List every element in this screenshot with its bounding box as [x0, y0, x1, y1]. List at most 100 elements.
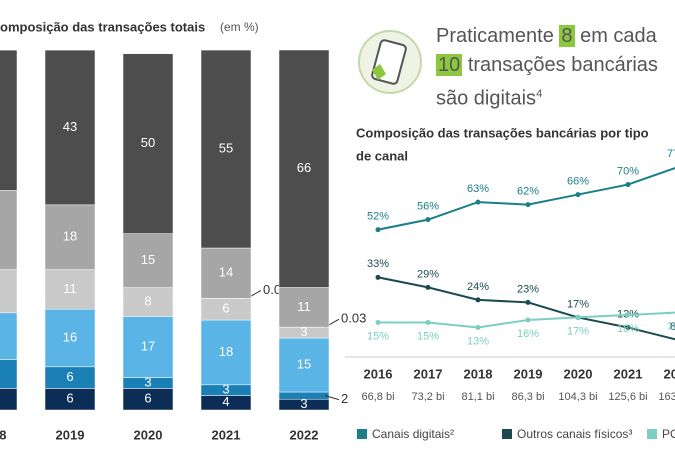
point [525, 202, 531, 208]
point [575, 314, 581, 320]
chart-title: omposição das transações totais [0, 19, 205, 34]
point [525, 299, 531, 305]
data-label: 3 [144, 374, 151, 389]
bar-segment [0, 359, 18, 389]
data-label: 33% [367, 258, 389, 270]
x-tick-label: 2016 [364, 366, 393, 381]
data-label: 15 [297, 356, 311, 371]
data-label: 66% [567, 175, 589, 187]
x-sublabel: 163,3 bi [658, 391, 675, 403]
callout: Praticamente 8 em cada 10 transações ban… [436, 22, 658, 114]
data-label: 56% [417, 201, 439, 213]
bar-segment [44, 269, 96, 310]
x-tick-label: 2017 [414, 366, 443, 381]
data-label: 11 [63, 281, 77, 296]
bar-segment [200, 319, 252, 386]
bar-segment [0, 269, 18, 314]
point [475, 324, 481, 330]
data-label: 18% [617, 323, 639, 335]
data-label: 23% [517, 283, 539, 295]
point [425, 284, 431, 290]
x-tick-label: 2020 [564, 366, 593, 381]
x-tick-label: 2022 [664, 366, 675, 381]
point [475, 199, 481, 205]
data-label: 14 [219, 265, 233, 280]
x-tick-label: 2022 [290, 427, 319, 442]
callout-footnote: 4 [536, 88, 543, 100]
data-label: 6 [66, 369, 73, 384]
bar-segment [200, 49, 252, 249]
callout-text: são digitais [436, 87, 537, 110]
bar-segment [278, 391, 330, 400]
data-label: 2 [341, 391, 348, 406]
x-tick-label: 2020 [134, 427, 163, 442]
data-label: 17% [567, 325, 589, 337]
data-label: 3 [300, 396, 307, 411]
bar-segment [0, 190, 18, 270]
point [425, 319, 431, 325]
data-label: 15 [141, 252, 155, 267]
chart-title: de canal [356, 148, 408, 163]
data-label: 18 [219, 344, 233, 359]
point [525, 317, 531, 323]
legend-label: Canais digitais² [372, 427, 454, 441]
data-label: 4 [222, 394, 229, 409]
point [475, 297, 481, 303]
data-label: 16 [63, 329, 77, 344]
callout-text: Praticamente [436, 25, 554, 47]
data-label: 11 [297, 299, 311, 314]
x-sublabel: 125,6 bi [608, 391, 647, 403]
legend-swatch [357, 429, 367, 439]
bar-segment [122, 287, 174, 317]
point [375, 319, 381, 325]
bar-segment [44, 49, 96, 206]
callout-text: em cada [580, 25, 657, 47]
data-label: 17 [141, 338, 155, 353]
bar-segment [0, 49, 18, 191]
x-sublabel: 86,3 bi [511, 391, 544, 403]
data-label: 16% [517, 328, 539, 340]
data-label: 6 [222, 301, 229, 316]
x-sublabel: 104,3 bi [558, 391, 597, 403]
x-sublabel: 66,8 bi [361, 391, 394, 403]
data-label: 8% [670, 321, 675, 333]
legend-swatch [647, 429, 657, 439]
bar-segment [122, 53, 174, 234]
data-label: 24% [467, 281, 489, 293]
data-label: 3 [300, 324, 307, 339]
bar-segment [0, 388, 18, 411]
bar-segment [200, 247, 252, 299]
data-label: 8 [144, 293, 151, 308]
legend-swatch [502, 429, 512, 439]
bar-segment [44, 204, 96, 270]
bar-segment [122, 233, 174, 288]
data-label: 0.03 [341, 311, 366, 326]
legend-label: Outros canais físicos³ [517, 427, 632, 441]
chart-title: Composição das transações bancárias por … [356, 125, 649, 140]
data-label: 50 [141, 135, 155, 150]
point [425, 217, 431, 223]
x-sublabel: 81,1 bi [461, 391, 494, 403]
callout-highlight: 10 [436, 54, 463, 76]
data-label: 19% [667, 320, 675, 332]
bar-segment [278, 287, 330, 328]
data-label: 6 [66, 391, 73, 406]
point [625, 182, 631, 188]
bar-segment [44, 308, 96, 368]
bar-segment [0, 312, 18, 360]
x-tick-label: 2021 [212, 427, 241, 442]
point [625, 324, 631, 330]
data-label: 15% [417, 330, 439, 342]
point [625, 312, 631, 318]
x-tick-label: 2018 [464, 366, 493, 381]
data-label: 13% [467, 335, 489, 347]
x-tick-label: 2019 [514, 366, 543, 381]
callout-text: transações bancárias [467, 54, 658, 76]
data-label: 3 [222, 382, 229, 397]
legend-label: POS [662, 427, 675, 441]
data-label: 66 [297, 160, 311, 175]
data-label: 63% [467, 183, 489, 195]
point [375, 227, 381, 233]
